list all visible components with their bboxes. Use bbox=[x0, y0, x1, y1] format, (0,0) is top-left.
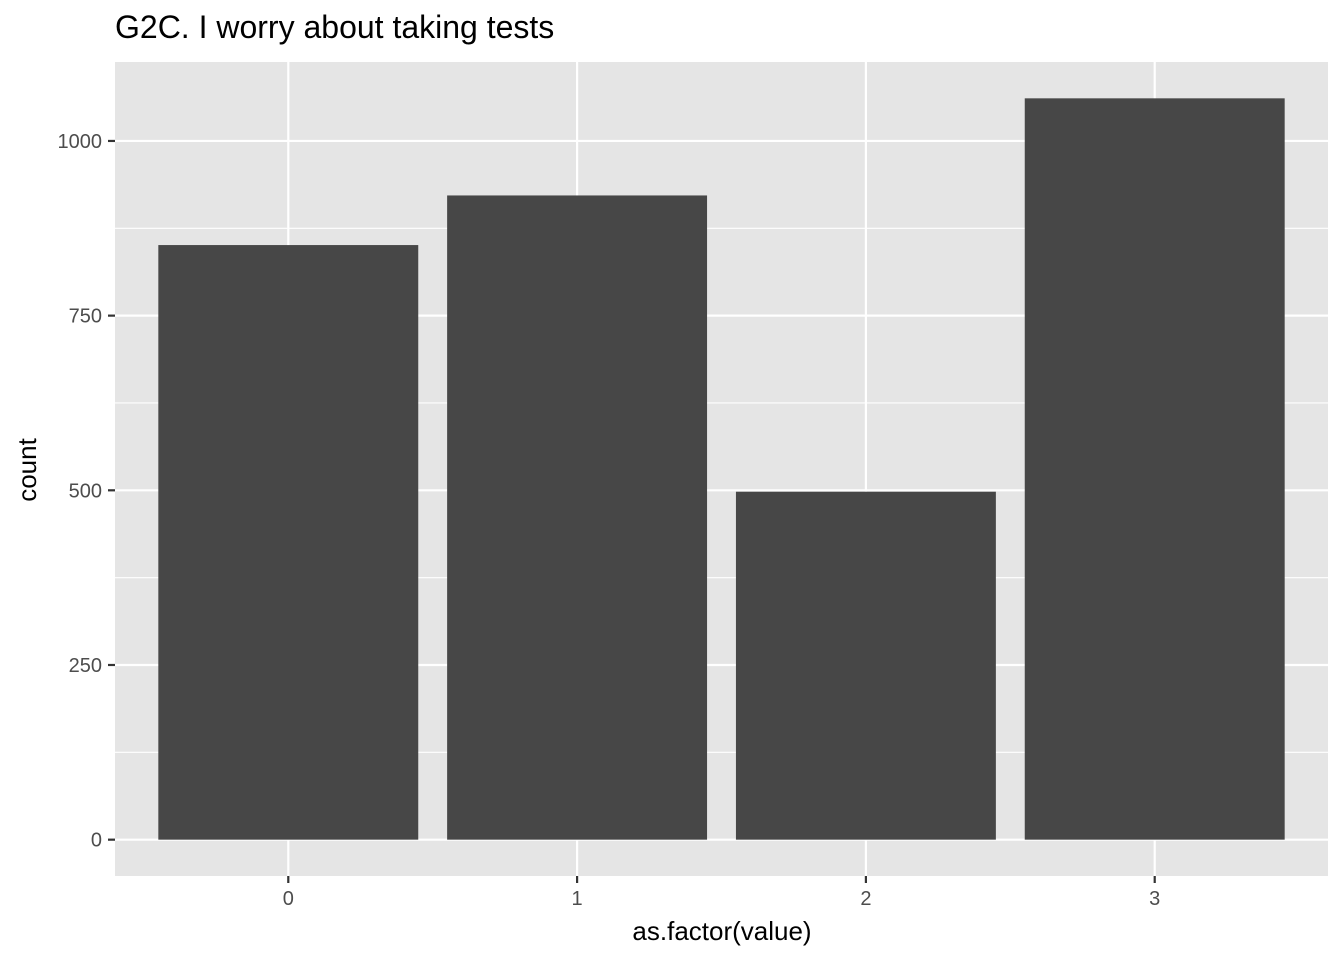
y-tick-label: 750 bbox=[69, 306, 102, 328]
bar-1 bbox=[447, 195, 707, 839]
y-axis: 0 250 500 750 1000 bbox=[58, 131, 116, 852]
y-tick-label: 500 bbox=[69, 480, 102, 502]
y-tick-label: 1000 bbox=[58, 131, 103, 153]
x-tick-label: 1 bbox=[572, 888, 583, 910]
x-axis-title: as.factor(value) bbox=[632, 916, 811, 946]
x-tick-label: 0 bbox=[283, 888, 294, 910]
bar-0 bbox=[158, 245, 418, 840]
y-tick-label: 250 bbox=[69, 655, 102, 677]
x-axis: 0 1 2 3 bbox=[283, 876, 1161, 910]
bar-3 bbox=[1025, 98, 1285, 839]
y-axis-title: count bbox=[12, 437, 42, 501]
x-tick-label: 2 bbox=[860, 888, 871, 910]
bar-2 bbox=[736, 492, 996, 840]
chart-title: G2C. I worry about taking tests bbox=[115, 9, 554, 45]
y-tick-label: 0 bbox=[91, 830, 102, 852]
x-tick-label: 3 bbox=[1149, 888, 1160, 910]
